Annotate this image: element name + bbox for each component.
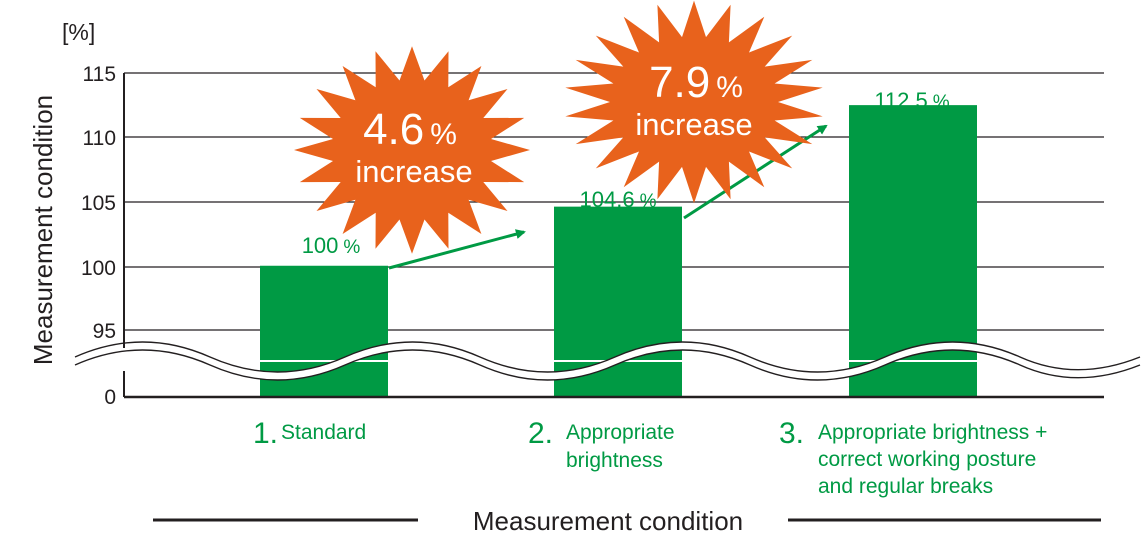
category-text: brightness: [566, 449, 663, 472]
y-tick-labels: 115 110 105 100 95 0: [81, 63, 116, 409]
category-number: 3.: [779, 417, 804, 450]
category-text: Standard: [281, 421, 366, 444]
value-label-1: 100%: [302, 233, 361, 258]
y-axis-title: Measurement condition: [28, 95, 58, 365]
y-tick-label: 0: [104, 386, 116, 409]
value-label-2: 104.6%: [580, 187, 657, 212]
y-tick-label: 110: [83, 127, 116, 150]
category-label-1: 1. Standard: [253, 417, 366, 450]
increase-arrow-1: [388, 229, 526, 270]
axis-break: [74, 341, 1141, 381]
callout-2: 7.9% increase: [565, 0, 823, 204]
value-label-3: 112.5%: [874, 88, 949, 113]
callout-1-value: 4.6%: [363, 105, 457, 154]
starburst-shape: [565, 0, 823, 204]
y-tick-label: 105: [81, 192, 116, 215]
category-text: correct working posture: [818, 448, 1036, 471]
bar-2: [554, 206, 682, 360]
axis-break-line-bottom: [74, 349, 1141, 381]
category-number: 1.: [253, 417, 278, 450]
callout-1-text: increase: [355, 154, 472, 189]
bar-1: [260, 265, 388, 360]
category-label-3: 3. Appropriate brightness + correct work…: [779, 417, 1047, 498]
category-number: 2.: [528, 417, 553, 450]
bars: [260, 105, 977, 397]
y-tick-label: 95: [93, 320, 116, 343]
y-tick-label: 115: [83, 63, 116, 86]
bar-3: [849, 105, 977, 360]
category-text: and regular breaks: [818, 475, 993, 498]
starburst-shape: [294, 46, 530, 254]
category-text: Appropriate: [566, 421, 675, 444]
callout-2-value: 7.9%: [649, 58, 743, 107]
axis-break-band: [75, 342, 1140, 380]
unit-label: [%]: [62, 19, 95, 45]
axis-break-line-top: [74, 341, 1141, 373]
y-tick-label: 100: [81, 257, 116, 280]
category-text: Appropriate brightness +: [818, 421, 1047, 444]
callout-2-text: increase: [635, 107, 752, 142]
x-axis-title: Measurement condition: [473, 506, 743, 536]
bar-2-stub: [554, 362, 682, 397]
callout-1: 4.6% increase: [294, 46, 530, 254]
category-label-2: 2. Appropriate brightness: [528, 417, 675, 472]
